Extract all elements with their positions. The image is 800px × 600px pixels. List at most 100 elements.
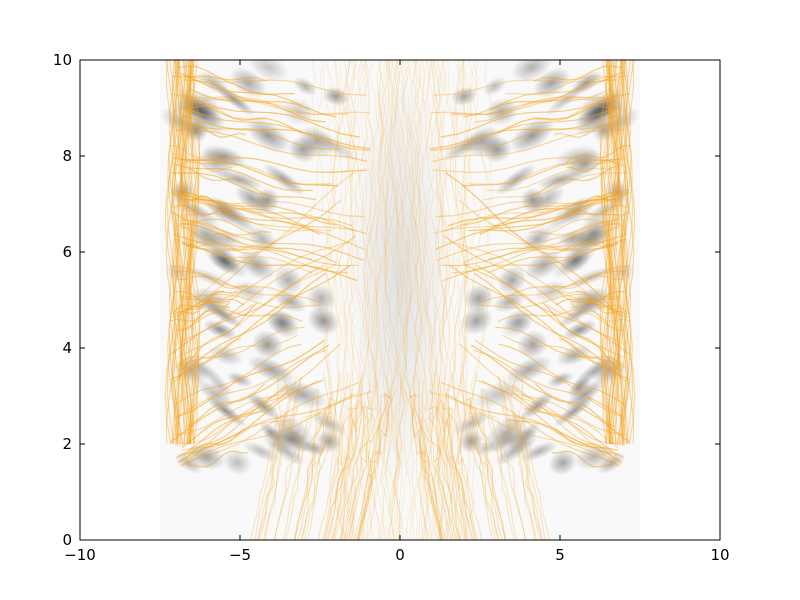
trajectory	[618, 60, 629, 445]
trajectory	[441, 242, 619, 267]
trajectory	[187, 166, 271, 196]
trajectory	[552, 275, 624, 290]
trajectory	[174, 270, 324, 305]
trajectory	[185, 382, 266, 428]
trajectory	[185, 381, 360, 464]
trajectory	[467, 403, 503, 540]
trajectory	[254, 411, 287, 540]
trajectory	[427, 413, 460, 540]
trajectory	[623, 60, 635, 445]
trajectory	[181, 105, 267, 121]
trajectory	[325, 60, 355, 540]
trajectory	[505, 75, 628, 96]
trajectory	[438, 406, 474, 540]
trajectory	[180, 160, 234, 173]
trajectory	[408, 394, 444, 540]
trajectory	[175, 304, 254, 331]
trajectory	[284, 389, 319, 540]
trajectory	[503, 265, 631, 299]
trajectory	[173, 60, 185, 445]
trajectory	[181, 114, 371, 150]
trajectory	[171, 60, 183, 445]
trajectory	[323, 387, 353, 540]
density-cell	[573, 443, 614, 471]
trajectory	[608, 60, 619, 445]
trajectory	[473, 349, 623, 418]
x-tick-label: 5	[555, 546, 565, 564]
trajectory	[165, 60, 177, 445]
trajectory	[357, 374, 391, 540]
trajectory	[173, 297, 223, 316]
density-cell	[472, 380, 524, 409]
trajectory	[398, 60, 422, 540]
density-cell	[164, 261, 189, 282]
density-cell	[272, 413, 317, 453]
trajectory	[488, 406, 527, 540]
trajectory	[417, 419, 452, 540]
trajectory	[186, 245, 358, 282]
trajectory	[451, 233, 628, 274]
trajectory	[433, 60, 452, 540]
trajectory	[600, 60, 612, 445]
trajectory	[401, 60, 425, 540]
trajectory	[442, 389, 473, 540]
trajectory	[356, 394, 392, 540]
density-cell	[251, 330, 283, 359]
trajectory	[376, 60, 392, 540]
trajectory	[263, 375, 303, 540]
trajectory	[468, 159, 617, 185]
trajectory	[506, 387, 624, 458]
trajectory	[394, 60, 406, 540]
density-cell	[173, 196, 219, 227]
trajectory	[189, 60, 201, 445]
density-cell	[482, 76, 507, 96]
trajectory	[486, 163, 625, 192]
trajectory	[439, 60, 468, 540]
trajectory	[345, 60, 376, 540]
trajectory	[611, 60, 623, 445]
trajectory	[503, 376, 541, 540]
density-cell	[184, 99, 226, 136]
trajectory	[554, 428, 621, 463]
trajectory	[177, 221, 272, 236]
trajectory	[432, 156, 618, 174]
trajectory	[182, 60, 194, 445]
trajectory	[331, 399, 368, 540]
trajectory	[172, 290, 225, 314]
density-cell	[517, 330, 549, 359]
trajectory	[183, 94, 360, 138]
trajectory	[413, 60, 439, 540]
trajectory	[177, 379, 324, 464]
trajectory	[168, 60, 180, 445]
trajectory	[405, 392, 444, 540]
trajectory	[475, 339, 625, 419]
density-cell	[494, 440, 529, 466]
trajectory	[183, 60, 195, 445]
density-cell	[460, 306, 493, 336]
density-cell	[547, 371, 574, 388]
trajectory	[173, 238, 313, 274]
density-cell	[310, 130, 358, 162]
trajectory	[529, 166, 613, 196]
trajectory	[294, 408, 327, 540]
trajectory	[322, 60, 355, 540]
trajectory	[175, 71, 367, 96]
y-tick-label: 4	[62, 339, 72, 357]
trajectory	[274, 414, 312, 540]
trajectory	[180, 60, 192, 445]
trajectory	[183, 395, 285, 457]
trajectory	[250, 376, 282, 540]
trajectory	[437, 60, 462, 540]
trajectory	[354, 408, 387, 540]
trajectory	[469, 402, 500, 540]
trajectory	[606, 60, 618, 445]
trajectory	[172, 233, 349, 274]
trajectory	[176, 387, 294, 458]
trajectory	[577, 193, 627, 206]
trajectory	[324, 60, 351, 540]
trajectory	[300, 402, 331, 540]
trajectory	[358, 388, 397, 540]
trajectory	[442, 245, 614, 282]
trajectory	[378, 60, 400, 540]
trajectory	[409, 374, 443, 540]
